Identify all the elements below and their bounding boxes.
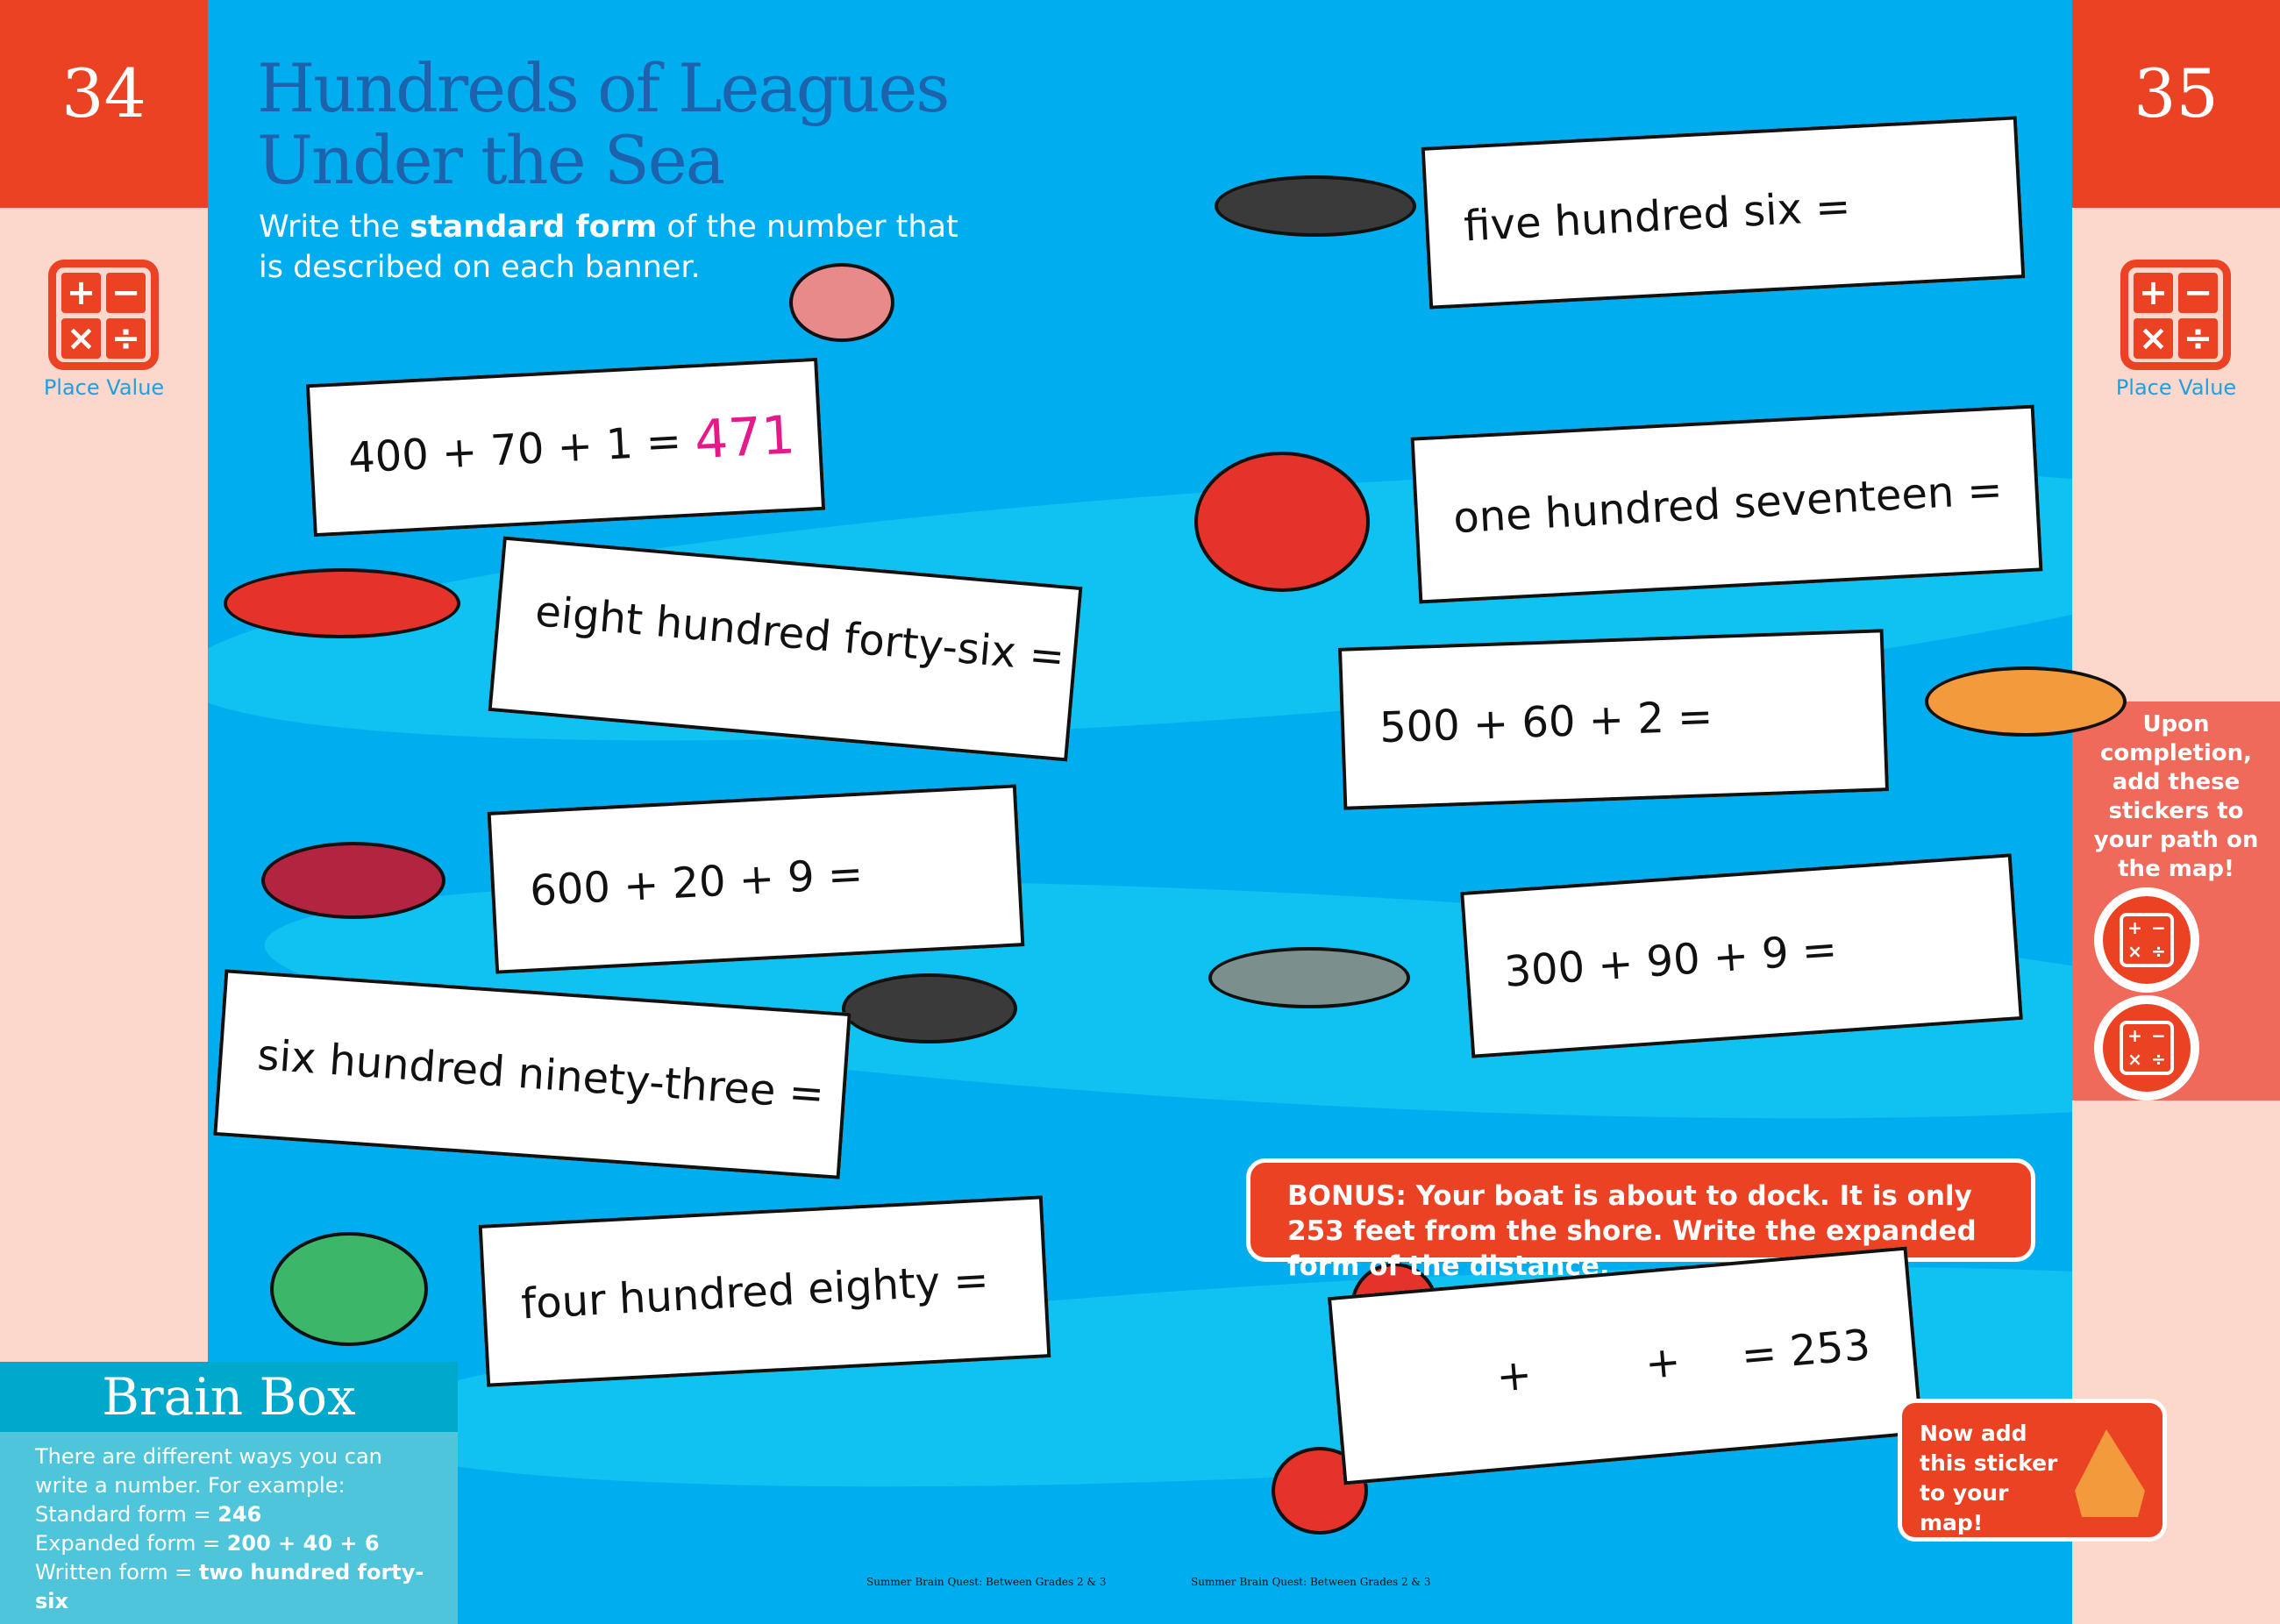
page-number: 35: [2072, 0, 2280, 208]
banner-7: one hundred seventeen =: [1410, 404, 2043, 604]
footer-right: Summer Brain Quest: Between Grades 2 & 3: [1191, 1576, 1431, 1588]
submarine-green: [270, 1232, 428, 1346]
submarine-red-round: [1194, 452, 1370, 592]
page-number: 34: [0, 0, 208, 208]
map-sticker-box: Now add this sticker to your map!: [1898, 1399, 2167, 1542]
banner-6: five hundred six =: [1421, 116, 2026, 310]
sticker-instructions: Upon completion, add these stickers to y…: [2093, 711, 2259, 882]
left-sidebar: 34 + − × ÷ Place Value: [0, 0, 208, 1624]
math-operations-icon: + − × ÷: [48, 260, 159, 370]
submarine-gray: [1208, 947, 1410, 1008]
footer-left: Summer Brain Quest: Between Grades 2 & 3: [866, 1576, 1107, 1588]
bonus-question: BONUS: Your boat is about to dock. It is…: [1246, 1158, 2035, 1282]
banner-8: 500 + 60 + 2 =: [1337, 629, 1890, 810]
brain-box: Brain Box There are different ways you c…: [0, 1362, 458, 1624]
banner-5: four hundred eighty =: [478, 1195, 1051, 1387]
math-operations-icon: + − × ÷: [2120, 260, 2231, 370]
place-value-sticker[interactable]: + − × ÷: [2094, 887, 2199, 993]
submarine-orange: [1925, 666, 2127, 737]
page-title: Hundreds of Leagues Under the Sea: [257, 49, 950, 199]
brain-box-body: There are different ways you can write a…: [35, 1444, 424, 1613]
submarine-maroon: [261, 842, 445, 919]
banner-1: 400 + 70 + 1 = 471: [305, 357, 826, 538]
category-label: Place Value: [2115, 375, 2237, 400]
place-value-sticker[interactable]: + − × ÷: [2094, 995, 2199, 1100]
boat-sticker-icon[interactable]: [2075, 1429, 2145, 1517]
answer-input[interactable]: 471: [693, 404, 797, 472]
banner-3: 600 + 20 + 9 =: [487, 784, 1025, 974]
category-label: Place Value: [43, 375, 165, 400]
instructions: Write the standard form of the number th…: [259, 210, 958, 285]
swimmer: [842, 973, 1017, 1043]
diver: [1215, 175, 1416, 237]
snorkeler: [789, 263, 894, 342]
brain-box-title: Brain Box: [0, 1362, 458, 1432]
right-sidebar: 35 + − × ÷ Place Value Upon completion, add…: [2072, 0, 2280, 1624]
submarine-red: [224, 568, 460, 638]
